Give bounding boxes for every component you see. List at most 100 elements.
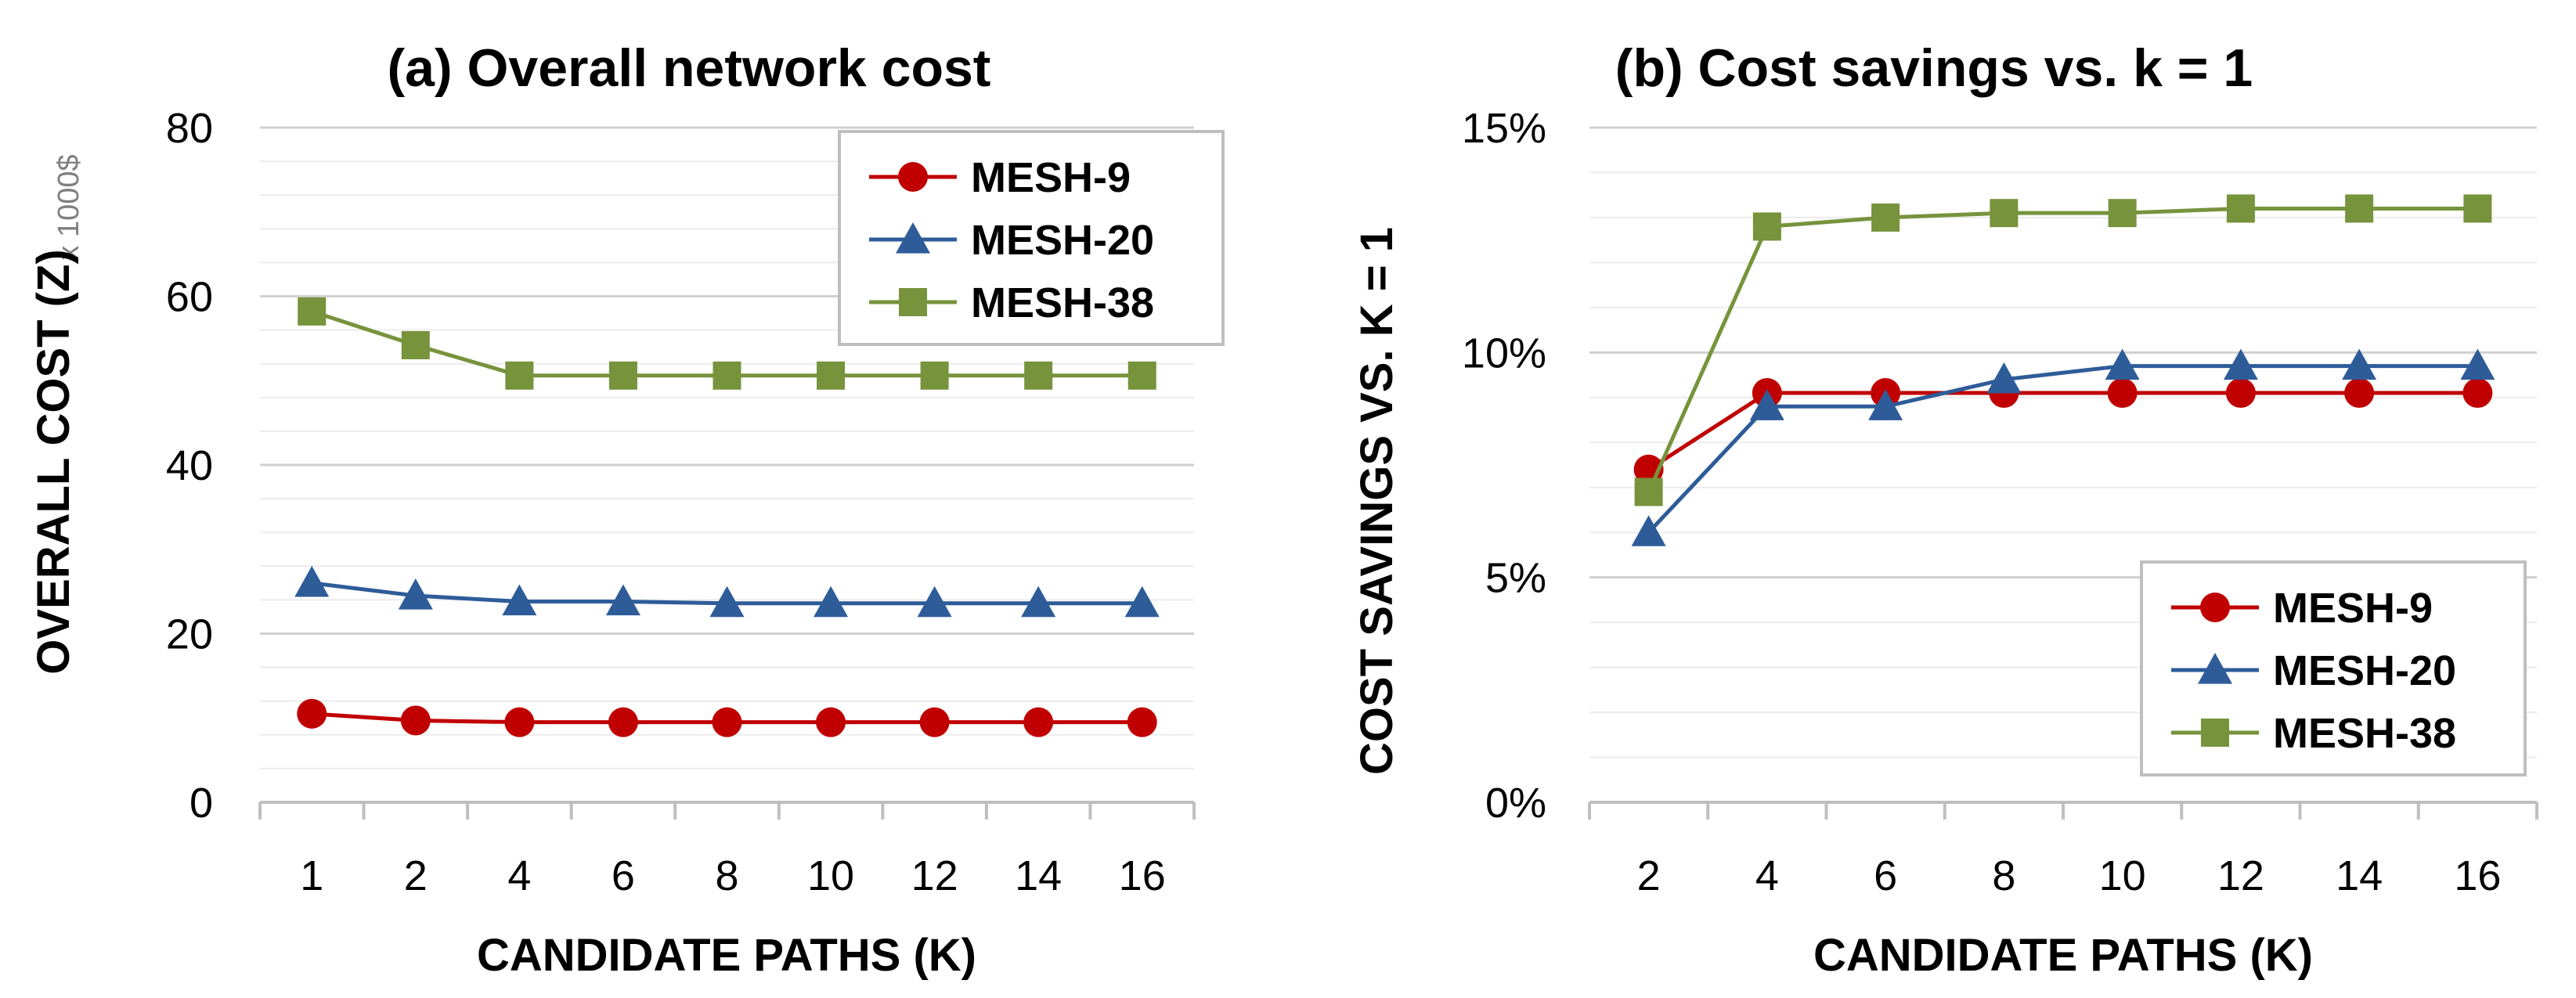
y-tick-label: 40 (166, 442, 213, 489)
data-point (1871, 203, 1900, 232)
y-tick-label: 80 (166, 105, 213, 152)
chart-a-legend: MESH-9 MESH-20 MESH-38 (838, 130, 1225, 346)
data-point (920, 361, 949, 390)
data-point (605, 584, 640, 616)
chart-b-y-ticks: 0% 5% 10% 15% (1462, 105, 1546, 827)
chart-a-y-axis-label: OVERALL COST (Z) (28, 249, 79, 674)
data-point (1752, 212, 1781, 241)
data-point (1127, 361, 1156, 390)
y-tick-label: 20 (166, 611, 213, 658)
x-tick-label: 16 (1119, 852, 1166, 899)
data-point (1631, 515, 1666, 546)
legend-entry: MESH-9 (2171, 585, 2433, 632)
chart-b-x-axis (1588, 801, 2538, 820)
data-point (608, 707, 638, 737)
chart-b-x-ticks: 2 4 6 8 10 12 14 16 (1637, 852, 2502, 899)
chart-b-x-axis-label: CANDIDATE PATHS (K) (1813, 930, 2313, 981)
data-point (2342, 348, 2377, 380)
data-point (2223, 348, 2258, 380)
data-point (1124, 585, 1160, 618)
series-mesh-20 (1631, 348, 2495, 546)
data-point (709, 585, 745, 618)
data-point (2226, 194, 2255, 223)
data-point (919, 707, 950, 737)
data-point (298, 297, 327, 326)
legend-entry: MESH-20 (2171, 647, 2456, 694)
series-line (1647, 206, 2478, 493)
x-tick-label: 8 (1992, 852, 2015, 899)
chart-b-legend: MESH-9 MESH-20 MESH-38 (2140, 560, 2527, 776)
chart-a-x-ticks: 1 2 4 6 8 10 12 14 16 (300, 852, 1166, 899)
legend-label: MESH-38 (971, 279, 1154, 326)
series-mesh-38 (1634, 194, 2492, 506)
series-line (1647, 391, 2478, 471)
legend-label: MESH-9 (2273, 585, 2433, 632)
data-point (505, 361, 534, 390)
legend-marker (896, 222, 930, 254)
data-point (2463, 194, 2492, 223)
legend-entry: MESH-38 (2171, 710, 2456, 757)
x-tick-label: 12 (911, 852, 958, 899)
legend-marker (899, 288, 927, 316)
data-point (1024, 361, 1053, 390)
series-mesh-9 (297, 698, 1157, 737)
chart-a-title: (a) Overall network cost (388, 38, 991, 98)
data-point (1868, 389, 1903, 420)
x-tick-label: 6 (612, 852, 635, 899)
x-tick-label: 8 (715, 852, 738, 899)
data-point (398, 578, 433, 610)
data-point (816, 707, 846, 737)
data-point (504, 707, 535, 737)
legend-marker (2200, 593, 2230, 622)
panel-b-chart: (b) Cost savings vs. k = 1 COST SAVINGS … (1351, 38, 2538, 981)
data-point (401, 330, 430, 359)
data-point (713, 361, 741, 390)
data-point (1634, 477, 1663, 506)
data-point (1986, 362, 2022, 394)
legend-label: MESH-38 (2273, 710, 2456, 757)
chart-b-title: (b) Cost savings vs. k = 1 (1615, 38, 2253, 98)
data-point (2108, 199, 2137, 228)
x-tick-label: 14 (2336, 852, 2383, 899)
data-point (1021, 585, 1056, 618)
data-point (2462, 378, 2493, 409)
data-point (917, 585, 952, 618)
x-tick-label: 16 (2454, 852, 2501, 899)
series-line (1647, 364, 2478, 534)
data-point (502, 584, 537, 616)
series-mesh-20 (294, 565, 1160, 618)
data-point (1127, 707, 1157, 737)
series-mesh-38 (298, 297, 1156, 390)
chart-a-x-axis (258, 801, 1196, 820)
data-point (1023, 707, 1054, 737)
data-point (2345, 194, 2374, 223)
x-tick-label: 14 (1015, 852, 1062, 899)
legend-marker (2201, 719, 2229, 747)
data-point (297, 698, 327, 729)
y-tick-label: 0 (189, 780, 213, 827)
data-point (2460, 348, 2495, 380)
chart-b-y-axis-label: COST SAVINGS VS. K = 1 (1351, 227, 1402, 775)
chart-a-x-axis-label: CANDIDATE PATHS (K) (477, 930, 976, 981)
x-tick-label: 10 (807, 852, 854, 899)
data-point (814, 585, 849, 618)
chart-b-series (1631, 194, 2495, 546)
data-point (712, 707, 742, 737)
legend-label: MESH-20 (971, 217, 1154, 264)
legend-entry: MESH-20 (869, 217, 1154, 264)
data-point (400, 705, 431, 736)
x-tick-label: 6 (1874, 852, 1897, 899)
legend-marker (2198, 653, 2232, 684)
data-point (2107, 378, 2138, 409)
x-tick-label: 12 (2217, 852, 2264, 899)
y-tick-label: 15% (1462, 105, 1546, 152)
legend-label: MESH-20 (2273, 647, 2456, 694)
x-tick-label: 10 (2099, 852, 2146, 899)
panel-a-chart: (a) Overall network cost x 1000$ OVERALL… (28, 38, 1225, 981)
data-point (817, 361, 846, 390)
data-point (2225, 378, 2256, 409)
y-tick-label: 60 (166, 274, 213, 321)
x-tick-label: 4 (507, 852, 531, 899)
data-point (1990, 199, 2019, 228)
